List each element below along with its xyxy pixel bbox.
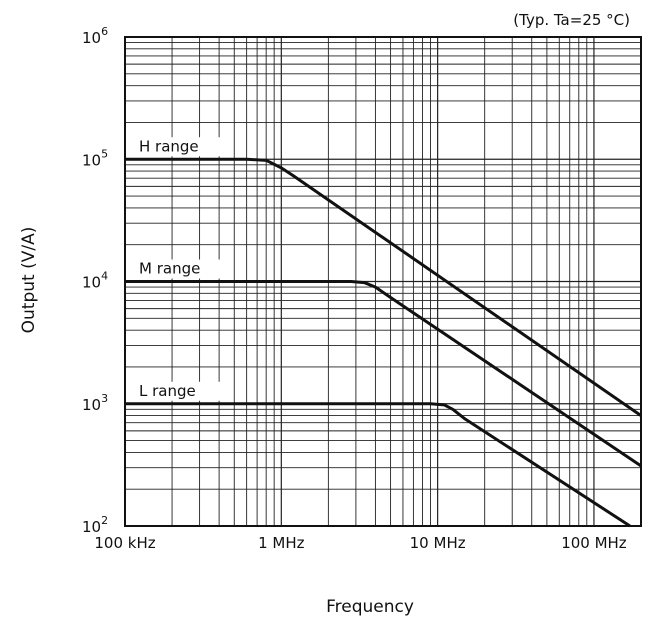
series-label-background (126, 259, 224, 279)
y-tick-label: 103 (82, 392, 108, 414)
series-label: H range (139, 137, 199, 155)
series-label-background (126, 381, 224, 401)
y-tick-label: 104 (82, 270, 108, 292)
x-tick-label: 100 kHz (94, 534, 155, 552)
grid (125, 37, 641, 526)
x-tick-label: 10 MHz (410, 534, 466, 552)
series-layer (125, 157, 642, 528)
series-line-m-range (125, 280, 642, 468)
x-tick-label: 100 MHz (561, 534, 627, 552)
series-labels: H range M range L range (126, 137, 224, 401)
y-axis-title: Output (V/A) (19, 227, 39, 334)
conditions-note: (Typ. Ta=25 °C) (513, 11, 630, 29)
series-line-h-range (125, 157, 642, 417)
series-label: L range (139, 382, 196, 400)
y-tick-label: 102 (82, 514, 108, 536)
y-tick-label: 106 (82, 25, 108, 47)
tick-labels: 100 kHz 1 MHz 10 MHz 100 MHz 102 103 104 105 106 (82, 25, 627, 552)
series-label-background (126, 137, 224, 157)
y-tick-label: 105 (82, 147, 108, 169)
series-label: M range (139, 260, 200, 278)
x-tick-label: 1 MHz (258, 534, 305, 552)
series-line-l-range (125, 402, 631, 528)
plot-frame (124, 36, 642, 527)
x-axis-title: Frequency (326, 597, 414, 617)
